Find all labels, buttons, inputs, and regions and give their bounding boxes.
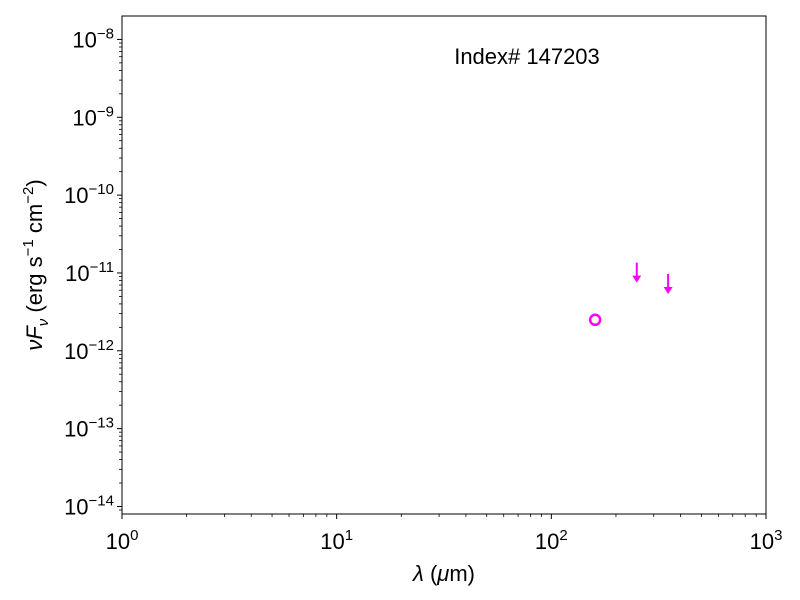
x-tick-label: 101 bbox=[320, 527, 353, 554]
upper-limit-arrow bbox=[632, 262, 642, 283]
y-tick-label: 10−12 bbox=[64, 337, 114, 364]
data-point-circle bbox=[588, 313, 602, 327]
major-ticks: 100 101 102 103 10−14 10−13 10−12 10−11 10−10 10−… bbox=[64, 25, 782, 554]
x-axis-label: λ (μm) bbox=[412, 561, 475, 586]
upper-limit-head bbox=[632, 275, 642, 283]
x-tick-label: 103 bbox=[750, 527, 783, 554]
y-tick-label: 10−10 bbox=[64, 181, 114, 208]
y-tick-label: 10−13 bbox=[64, 415, 114, 442]
y-tick-label: 10−11 bbox=[65, 259, 114, 286]
y-tick-label: 10−14 bbox=[64, 492, 114, 519]
minor-ticks bbox=[119, 42, 757, 517]
x-tick-label: 102 bbox=[535, 527, 568, 554]
upper-limit-arrow bbox=[663, 273, 673, 294]
y-axis-label: νFν (erg s−1 cm−2) bbox=[20, 179, 52, 350]
index-annotation: Index# 147203 bbox=[454, 44, 600, 69]
y-tick-label: 10−9 bbox=[72, 103, 114, 130]
plot-frame bbox=[121, 15, 767, 515]
x-tick-label: 100 bbox=[106, 527, 139, 554]
y-tick-label: 10−8 bbox=[72, 25, 114, 52]
data-points bbox=[588, 262, 673, 327]
upper-limit-head bbox=[663, 286, 673, 294]
